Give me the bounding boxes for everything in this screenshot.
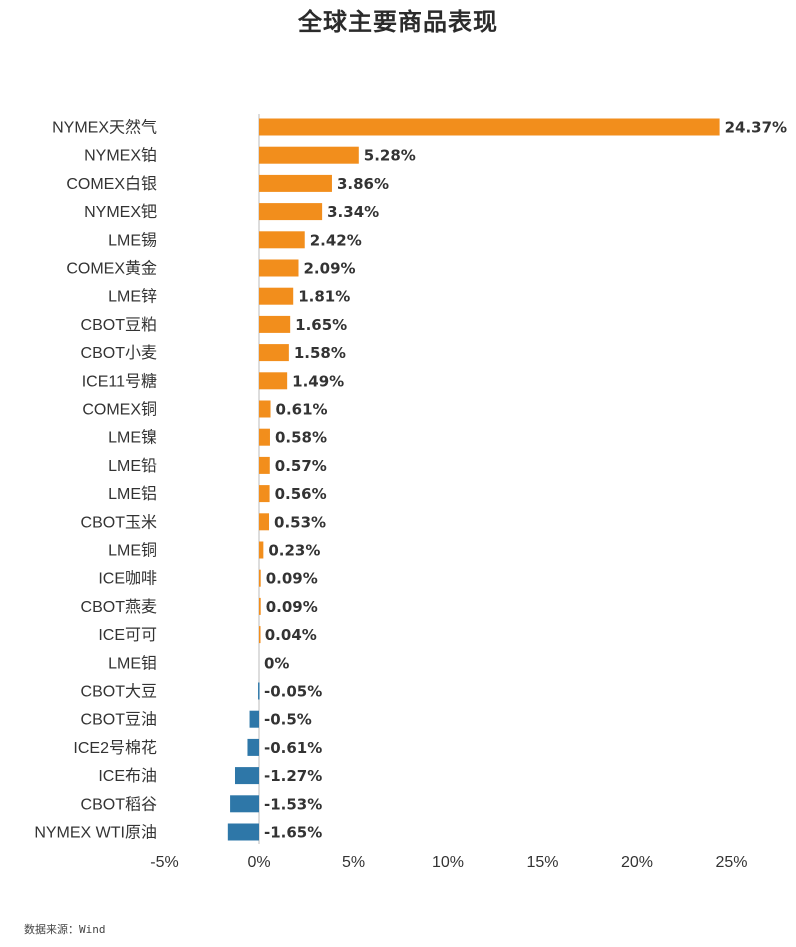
data-label: 5.28% [364, 147, 416, 165]
data-label: -1.27% [264, 767, 322, 785]
bar [259, 513, 270, 531]
bar [259, 203, 323, 221]
data-label: 1.81% [298, 288, 350, 306]
category-label: NYMEX钯 [84, 203, 157, 221]
bar [227, 823, 259, 841]
chart-title: 全球主要商品表现 [298, 8, 498, 36]
data-label: 0.57% [275, 457, 327, 475]
x-tick-label: 15% [526, 854, 558, 871]
bar [259, 372, 288, 390]
data-label: -0.61% [264, 739, 322, 757]
data-label: 1.58% [294, 344, 346, 362]
data-label: 0.09% [266, 570, 318, 588]
data-label: 1.49% [292, 372, 344, 390]
category-label: LME锡 [108, 231, 157, 249]
category-label: ICE2号棉花 [73, 739, 157, 757]
data-label: 0% [264, 654, 289, 672]
data-label: 0.58% [275, 429, 327, 447]
bar [230, 795, 259, 813]
data-label: 3.34% [327, 203, 379, 221]
category-label: COMEX白银 [66, 175, 157, 193]
category-label: ICE咖啡 [98, 570, 157, 588]
category-label: LME钼 [108, 654, 157, 672]
x-tick-label: 25% [715, 854, 747, 871]
data-label: -1.65% [264, 824, 322, 842]
bar [259, 146, 359, 164]
source-note: 数据来源：Wind [24, 923, 106, 936]
bar [259, 456, 270, 474]
data-label: -0.05% [264, 683, 322, 701]
bar [259, 231, 305, 249]
bar [259, 400, 271, 418]
category-label: NYMEX WTI原油 [34, 824, 157, 842]
category-label: LME铅 [108, 457, 157, 475]
bar [259, 259, 299, 277]
category-label: CBOT豆粕 [81, 316, 157, 334]
category-label: NYMEX铂 [84, 147, 157, 165]
bar [258, 682, 260, 700]
category-label: ICE布油 [98, 767, 157, 785]
bar [259, 428, 270, 446]
category-label: NYMEX天然气 [52, 119, 157, 137]
category-label: CBOT燕麦 [81, 598, 157, 616]
category-label: COMEX铜 [82, 401, 157, 419]
bar [259, 626, 261, 644]
category-label: LME镍 [108, 429, 157, 447]
data-label: 0.09% [266, 598, 318, 616]
category-label: ICE11号糖 [82, 372, 157, 390]
x-tick-label: 0% [247, 854, 270, 871]
data-label: -1.53% [264, 795, 322, 813]
bar [259, 344, 289, 362]
data-label: -0.5% [264, 711, 312, 729]
bar [259, 315, 291, 333]
bar [259, 541, 264, 559]
data-label: 24.37% [725, 119, 787, 137]
data-label: 0.53% [274, 513, 326, 531]
data-label: 2.09% [304, 260, 356, 278]
category-label: CBOT玉米 [81, 513, 157, 531]
bar [259, 569, 261, 587]
category-label: CBOT小麦 [81, 344, 157, 362]
category-label: LME铝 [108, 485, 157, 503]
x-tick-label: -5% [150, 854, 178, 871]
category-label: CBOT稻谷 [81, 795, 157, 813]
data-label: 2.42% [310, 231, 362, 249]
bar [234, 767, 259, 785]
bar [259, 118, 720, 136]
bar [249, 710, 259, 728]
data-label: 0.61% [276, 401, 328, 419]
data-label: 0.56% [275, 485, 327, 503]
bar [259, 287, 294, 305]
data-label: 0.23% [268, 542, 320, 560]
x-tick-label: 10% [432, 854, 464, 871]
bar [247, 738, 259, 756]
data-label: 1.65% [295, 316, 347, 334]
category-label: CBOT豆油 [81, 711, 157, 729]
bar [259, 597, 261, 615]
category-label: COMEX黄金 [66, 260, 157, 278]
category-label: ICE可可 [98, 627, 157, 644]
bar [259, 174, 332, 192]
category-label: CBOT大豆 [81, 683, 157, 701]
data-label: 0.04% [265, 626, 317, 644]
category-label: LME锌 [108, 288, 157, 306]
x-tick-label: 20% [621, 854, 653, 871]
x-tick-label: 5% [342, 854, 365, 871]
data-label: 3.86% [337, 175, 389, 193]
bar [259, 485, 270, 503]
category-label: LME铜 [108, 542, 157, 560]
